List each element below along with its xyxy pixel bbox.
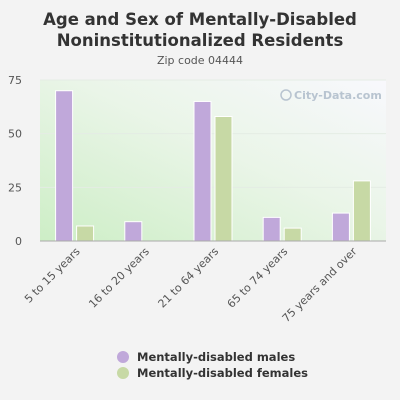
bar: [76, 225, 95, 242]
bar: [214, 115, 233, 242]
bar: [55, 90, 74, 242]
legend-item-females: Mentally-disabled females: [117, 365, 308, 381]
y-tick-label: 75: [8, 74, 22, 87]
x-tick-label: 75 years and over: [280, 245, 360, 325]
legend-item-males: Mentally-disabled males: [117, 349, 308, 365]
bar: [193, 100, 212, 242]
y-tick-label: 0: [15, 235, 22, 248]
watermark-text: City-Data.com: [294, 89, 382, 102]
plot-area: [40, 80, 386, 241]
x-tick-label: 5 to 15 years: [22, 245, 83, 306]
y-tick-label: 50: [8, 128, 22, 141]
chart-title: Age and Sex of Mentally-Disabled Noninsti…: [43, 10, 357, 50]
legend-label-males: Mentally-disabled males: [137, 350, 296, 364]
bar: [262, 216, 281, 242]
legend-label-females: Mentally-disabled females: [137, 366, 308, 380]
legend: Mentally-disabled males Mentally-disable…: [117, 349, 308, 381]
watermark-icon: [280, 89, 292, 101]
bar: [331, 212, 350, 242]
x-tick-label: 21 to 64 years: [155, 245, 221, 311]
legend-swatch-males: [117, 351, 129, 363]
bar: [283, 227, 302, 242]
x-tick-label: 65 to 74 years: [225, 245, 291, 311]
legend-swatch-females: [117, 367, 129, 379]
chart-subtitle: Zip code 04444: [156, 54, 244, 67]
x-tick-label: 16 to 20 years: [86, 245, 152, 311]
bar: [352, 180, 371, 242]
bar: [124, 221, 143, 242]
y-tick-label: 25: [8, 181, 22, 194]
